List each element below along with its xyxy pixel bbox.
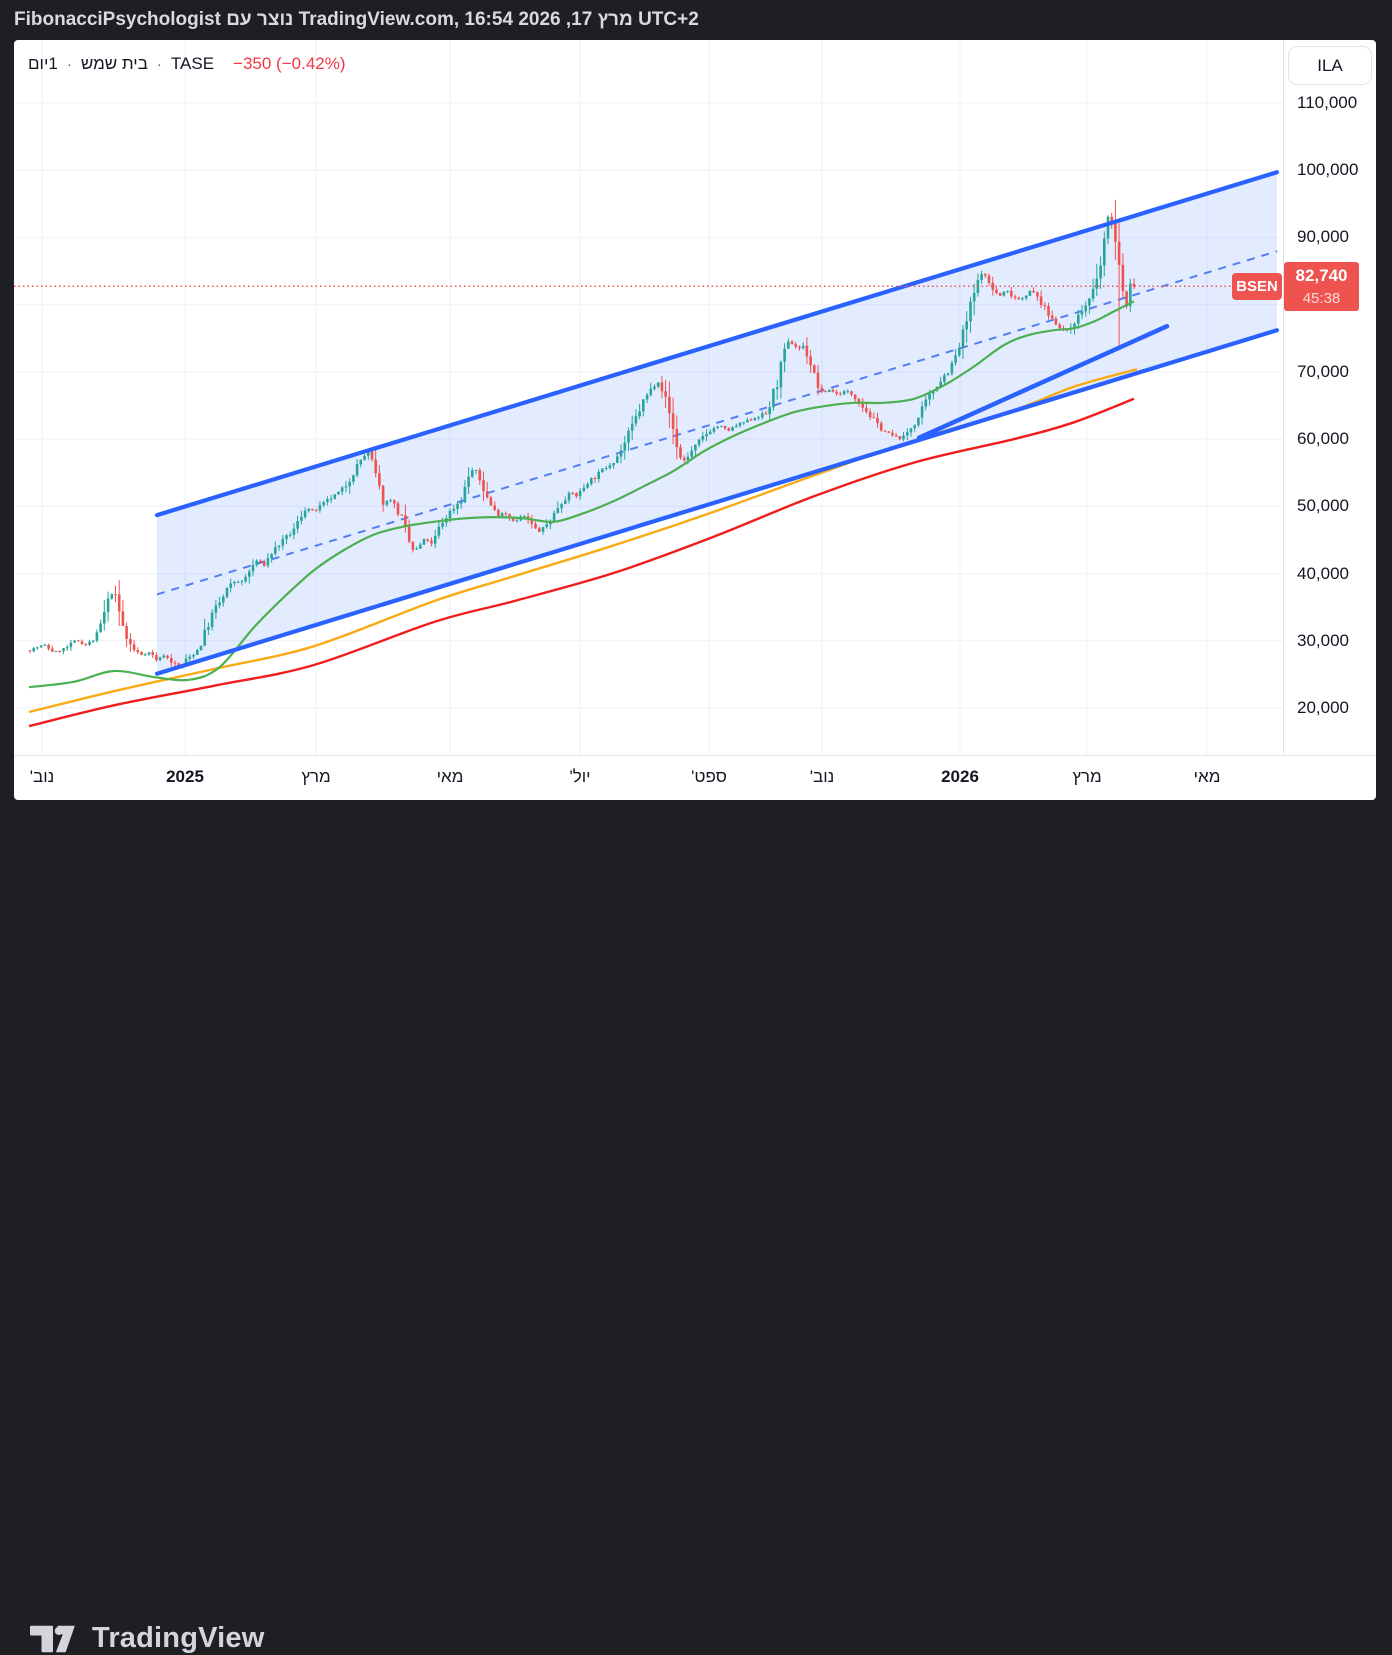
tradingview-wordmark: TradingView xyxy=(92,1622,265,1654)
symbol-price-tag: BSEN xyxy=(1232,273,1282,300)
time-axis-label: 2025 xyxy=(166,767,204,786)
price-axis-label: 50,000 xyxy=(1297,496,1349,515)
time-axis-label: נוב' xyxy=(809,767,835,786)
time-axis-label: יול' xyxy=(569,767,591,786)
last-price-value: 82,740 xyxy=(1295,266,1348,285)
attribution-title: FibonacciPsychologist נוצר עם TradingVie… xyxy=(14,9,699,30)
price-axis-label: 70,000 xyxy=(1297,362,1349,381)
price-axis-separator xyxy=(1283,40,1284,755)
time-axis-label: מאי xyxy=(436,767,464,786)
price-change: −350 (−0.42%) xyxy=(233,54,346,73)
price-axis[interactable]: ILA 110,000 100,000 90,000 70,000 60,000 50,0… xyxy=(1284,40,1376,755)
time-axis-label: ספט' xyxy=(691,767,727,786)
price-axis-label: 40,000 xyxy=(1297,564,1349,583)
price-axis-label: 30,000 xyxy=(1297,631,1349,650)
symbol-name[interactable]: בית שמש xyxy=(80,54,148,73)
price-axis-label: 90,000 xyxy=(1297,227,1349,246)
exchange-label[interactable]: TASE xyxy=(170,54,215,73)
header-bar: FibonacciPsychologist נוצר עם TradingVie… xyxy=(0,0,1392,40)
footer-bar: TradingView xyxy=(0,800,1392,1654)
tradingview-mark-icon xyxy=(30,1625,75,1652)
separator-dot: · xyxy=(66,55,72,73)
price-axis-label: 110,000 xyxy=(1297,93,1358,112)
time-axis[interactable]: נוב' 2025 מרץ מאי יול' ספט' נוב' 2026 מרץ מאי xyxy=(14,756,1376,800)
last-price-label: 82,740 45:38 xyxy=(1284,262,1359,311)
chart-card: 1יום · בית שמש · TASE −350 (−0.42%) ILA … xyxy=(14,40,1376,800)
price-axis-label: 20,000 xyxy=(1297,698,1349,717)
price-axis-label: 60,000 xyxy=(1297,429,1349,448)
time-axis-label: נוב' xyxy=(29,767,55,786)
time-axis-label: מאי xyxy=(1193,767,1221,786)
time-axis-label: 2026 xyxy=(941,767,979,786)
currency-button[interactable]: ILA xyxy=(1288,46,1372,85)
tradingview-logo[interactable]: TradingView xyxy=(30,1622,265,1655)
candlestick-chart[interactable] xyxy=(14,40,1283,755)
bar-countdown: 45:38 xyxy=(1302,290,1341,307)
separator-dot: · xyxy=(156,55,162,73)
time-axis-separator xyxy=(14,755,1376,756)
price-axis-label: 100,000 xyxy=(1297,160,1359,179)
symbol-legend: 1יום · בית שמש · TASE −350 (−0.42%) xyxy=(28,51,346,77)
time-axis-label: מרץ xyxy=(1072,767,1102,786)
interval-label[interactable]: 1יום xyxy=(28,54,58,73)
time-axis-label: מרץ xyxy=(301,767,331,786)
